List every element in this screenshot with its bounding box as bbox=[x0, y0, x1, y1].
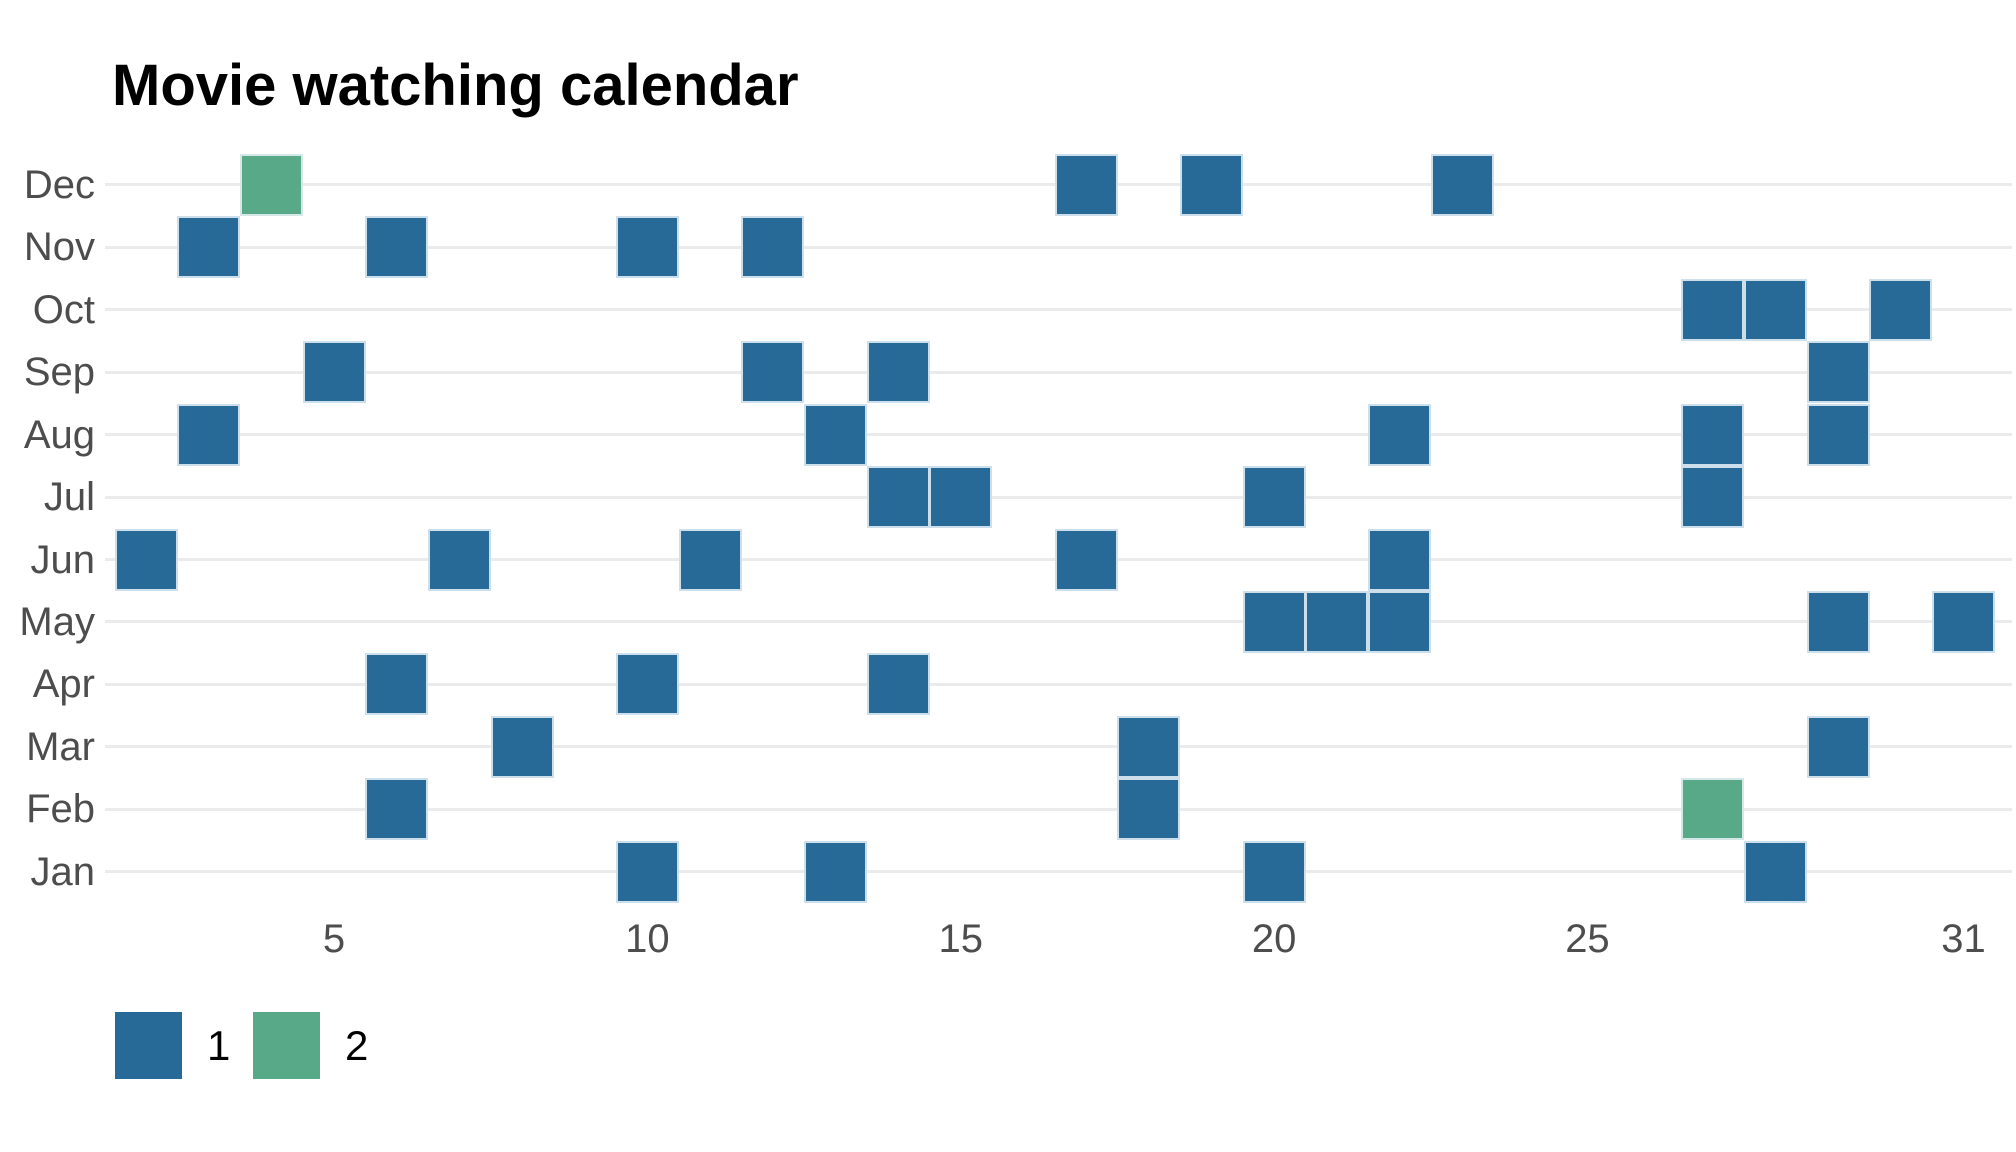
y-axis-label-apr: Apr bbox=[32, 662, 95, 707]
calendar-cell bbox=[302, 341, 366, 404]
gridline-mar bbox=[105, 745, 2012, 749]
calendar-cell bbox=[1681, 278, 1745, 341]
calendar-cell bbox=[1931, 590, 1995, 653]
x-axis-tick-5: 5 bbox=[322, 917, 346, 961]
calendar-cell bbox=[1242, 590, 1306, 653]
gridline-apr bbox=[105, 682, 2012, 686]
y-axis-label-may: May bbox=[19, 599, 95, 644]
calendar-cell bbox=[866, 653, 930, 716]
calendar-cell bbox=[1806, 403, 1870, 466]
legend-swatch-2 bbox=[253, 1012, 320, 1079]
calendar-cell bbox=[1179, 153, 1243, 216]
calendar-cell bbox=[1681, 778, 1745, 841]
y-axis-label-feb: Feb bbox=[26, 787, 95, 832]
gridline-jan bbox=[105, 870, 2012, 874]
calendar-cell bbox=[1806, 590, 1870, 653]
x-axis-tick-31: 31 bbox=[1941, 917, 1986, 961]
calendar-cell bbox=[803, 403, 867, 466]
calendar-cell bbox=[1242, 466, 1306, 529]
calendar-cell bbox=[239, 153, 303, 216]
calendar-cell bbox=[1430, 153, 1494, 216]
calendar-cell bbox=[866, 466, 930, 529]
calendar-cell bbox=[741, 216, 805, 279]
gridline-jul bbox=[105, 495, 2012, 499]
calendar-cell bbox=[1681, 403, 1745, 466]
y-axis-label-oct: Oct bbox=[32, 287, 95, 332]
calendar-cell bbox=[1743, 278, 1807, 341]
calendar-cell bbox=[741, 341, 805, 404]
calendar-cell bbox=[1367, 403, 1431, 466]
calendar-cell bbox=[1367, 590, 1431, 653]
calendar-cell bbox=[1806, 341, 1870, 404]
calendar-cell bbox=[866, 341, 930, 404]
calendar-cell bbox=[365, 778, 429, 841]
y-axis-label-jan: Jan bbox=[30, 849, 96, 894]
calendar-cell bbox=[1367, 528, 1431, 591]
x-axis-tick-20: 20 bbox=[1251, 917, 1297, 961]
gridline-sep bbox=[105, 370, 2012, 374]
y-axis-label-jul: Jul bbox=[43, 475, 95, 520]
calendar-cell bbox=[427, 528, 491, 591]
calendar-cell bbox=[803, 840, 867, 903]
calendar-cell bbox=[678, 528, 742, 591]
legend-label-2: 2 bbox=[345, 1022, 369, 1069]
calendar-cell bbox=[1117, 715, 1181, 778]
legend-label-1: 1 bbox=[207, 1022, 231, 1069]
calendar-cell bbox=[1305, 590, 1369, 653]
calendar-cell bbox=[1117, 778, 1181, 841]
calendar-cell bbox=[1743, 840, 1807, 903]
y-axis-label-nov: Nov bbox=[23, 225, 95, 270]
y-axis-label-jun: Jun bbox=[30, 537, 96, 582]
y-axis-label-sep: Sep bbox=[23, 350, 95, 395]
legend-swatch-1 bbox=[115, 1012, 182, 1079]
calendar-cell bbox=[615, 216, 679, 279]
calendar-cell bbox=[615, 653, 679, 716]
calendar-cell bbox=[615, 840, 679, 903]
x-axis-tick-15: 15 bbox=[938, 917, 984, 961]
gridline-aug bbox=[105, 433, 2012, 437]
x-axis-tick-25: 25 bbox=[1565, 917, 1610, 961]
y-axis-label-dec: Dec bbox=[23, 162, 95, 207]
gridline-oct bbox=[105, 308, 2012, 312]
calendar-cell bbox=[1869, 278, 1933, 341]
calendar-cell bbox=[177, 403, 241, 466]
y-axis-label-mar: Mar bbox=[26, 724, 95, 769]
chart-title: Movie watching calendar bbox=[112, 53, 799, 118]
calendar-cell bbox=[1054, 528, 1118, 591]
gridline-nov bbox=[105, 245, 2012, 249]
y-axis-label-aug: Aug bbox=[23, 412, 95, 457]
calendar-cell bbox=[929, 466, 993, 529]
calendar-cell bbox=[1054, 153, 1118, 216]
calendar-cell bbox=[490, 715, 554, 778]
calendar-cell bbox=[114, 528, 178, 591]
x-axis-tick-10: 10 bbox=[625, 917, 670, 961]
calendar-cell bbox=[1806, 715, 1870, 778]
gridline-feb bbox=[105, 807, 2012, 811]
calendar-cell bbox=[365, 653, 429, 716]
calendar-cell bbox=[365, 216, 429, 279]
calendar-cell bbox=[177, 216, 241, 279]
gridline-may bbox=[105, 620, 2012, 624]
calendar-cell bbox=[1242, 840, 1306, 903]
calendar-cell bbox=[1681, 466, 1745, 529]
